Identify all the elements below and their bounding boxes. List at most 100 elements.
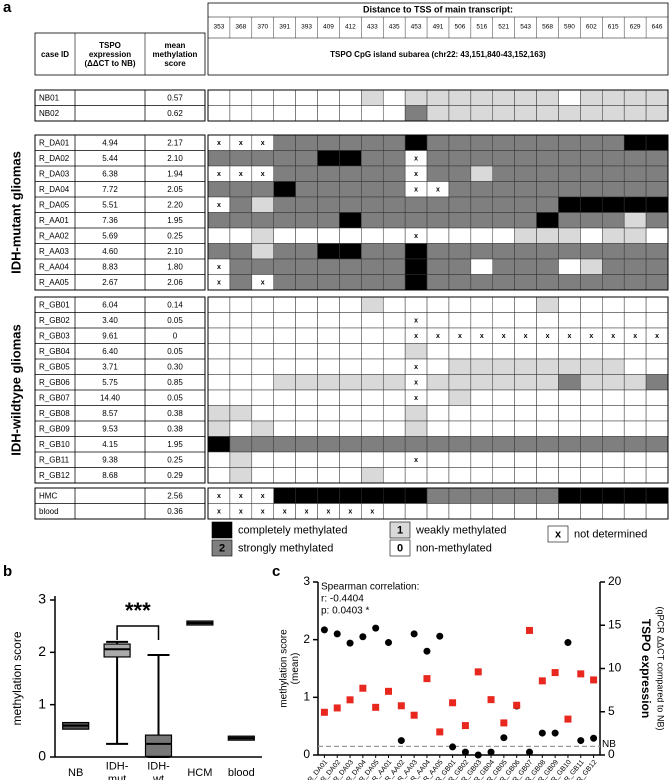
undetermined-mark: x: [458, 333, 462, 340]
tspo-expression: 3.71: [102, 362, 118, 371]
methylation-cell: [207, 212, 231, 229]
methylation-cell: [558, 312, 581, 329]
y-tick-label: 2: [38, 643, 46, 659]
methylation-cell: [645, 150, 669, 167]
methylation-cell: [426, 296, 450, 313]
methylation-cell: [602, 258, 625, 275]
methylation-cell: [361, 134, 384, 151]
block-outline: [34, 487, 206, 520]
methylation-cell: [492, 227, 515, 244]
methylation-cell: [536, 274, 559, 291]
methylation-cell: [645, 405, 669, 422]
methylation-cell: [623, 451, 647, 468]
methylation-cell: [251, 89, 274, 106]
methylation-cell: [514, 134, 537, 151]
methylation-cell: [229, 467, 253, 484]
methylation-score: 0.30: [167, 362, 183, 371]
methylation-score: 0.25: [167, 455, 183, 464]
case-id: R_AA01: [39, 216, 69, 225]
distance-label: 370: [257, 24, 268, 31]
methylation-cell: [273, 274, 296, 291]
methylation-cell: [426, 451, 450, 468]
methylation-cell: [426, 436, 450, 453]
methylation-cell: [558, 405, 581, 422]
methylation-cell: [426, 150, 450, 167]
methylation-cell: [273, 451, 296, 468]
methylation-cell: [295, 389, 318, 406]
case-id: R_GB07: [39, 393, 70, 402]
methylation-cell: [382, 405, 406, 422]
methylation-cell: [602, 389, 625, 406]
undetermined-mark: x: [436, 333, 440, 340]
methylation-cell: [492, 258, 515, 275]
methylation-cell: [229, 405, 253, 422]
methylation-cell: [514, 181, 537, 198]
text-line: (ΔΔCT to NB): [84, 59, 135, 68]
methylation-cell: [426, 420, 450, 437]
y2-axis-label: TSPO expression: [639, 619, 653, 718]
methylation-cell: [448, 436, 472, 453]
methylation-cell: [645, 227, 669, 244]
methylation-cell: [273, 212, 296, 229]
methylation-cell: [273, 181, 296, 198]
methylation-cell: [470, 436, 494, 453]
methylation-cell: [404, 89, 428, 106]
point: [346, 696, 354, 704]
methylation-cell: [317, 487, 340, 504]
methylation-cell: [645, 436, 669, 453]
tspo-expression: 8.83: [102, 262, 118, 271]
methylation-cell: [317, 296, 340, 313]
methylation-cell: [229, 150, 253, 167]
methylation-cell: [361, 374, 384, 391]
undetermined-mark: x: [436, 187, 440, 194]
undetermined-mark: x: [414, 364, 418, 371]
text-line: score: [164, 59, 186, 68]
methylation-cell: [448, 467, 472, 484]
undetermined-mark: x: [414, 233, 418, 240]
methylation-cell: [558, 243, 581, 260]
methylation-cell: [339, 374, 362, 391]
distance-label: 368: [235, 24, 246, 31]
point: [372, 703, 380, 711]
methylation-cell: [470, 467, 494, 484]
block-outline: [34, 134, 206, 291]
x-tick-label: IDH-mut: [106, 761, 129, 780]
methylation-cell: [207, 327, 231, 344]
legend-key: 1: [397, 524, 403, 536]
methylation-cell: [382, 212, 406, 229]
methylation-cell: [602, 405, 625, 422]
methylation-cell: [558, 150, 581, 167]
methylation-cell: [382, 165, 406, 182]
methylation-cell: [361, 212, 384, 229]
methylation-cell: [207, 451, 231, 468]
methylation-cell: [339, 467, 362, 484]
methylation-cell: [470, 420, 494, 437]
case-id: R_DA04: [39, 185, 70, 194]
block-outline: [207, 134, 669, 291]
column-header: case ID: [41, 50, 69, 59]
methylation-cell: [361, 165, 384, 182]
methylation-cell: [623, 150, 647, 167]
methylation-cell: [229, 327, 253, 344]
methylation-cell: [273, 296, 296, 313]
methylation-cell: [251, 374, 274, 391]
methylation-cell: [361, 389, 384, 406]
methylation-cell: [295, 327, 318, 344]
methylation-cell: [448, 150, 472, 167]
undetermined-mark: x: [348, 509, 352, 516]
y2-axis-sublabel: (qPCR ΔΔCT compared to NB): [656, 607, 666, 731]
point: [385, 687, 392, 695]
methylation-cell: [251, 327, 274, 344]
methylation-cell: [492, 405, 515, 422]
methylation-cell: [470, 105, 494, 122]
tspo-expression: 9.38: [102, 455, 118, 464]
methylation-cell: [382, 451, 406, 468]
methylation-cell: [602, 296, 625, 313]
methylation-cell: [645, 212, 669, 229]
methylation-cell: [251, 343, 274, 360]
methylation-cell: [273, 312, 296, 329]
methylation-cell: [295, 296, 318, 313]
methylation-cell: [448, 451, 472, 468]
methylation-cell: [426, 374, 450, 391]
header-box: [207, 2, 669, 76]
